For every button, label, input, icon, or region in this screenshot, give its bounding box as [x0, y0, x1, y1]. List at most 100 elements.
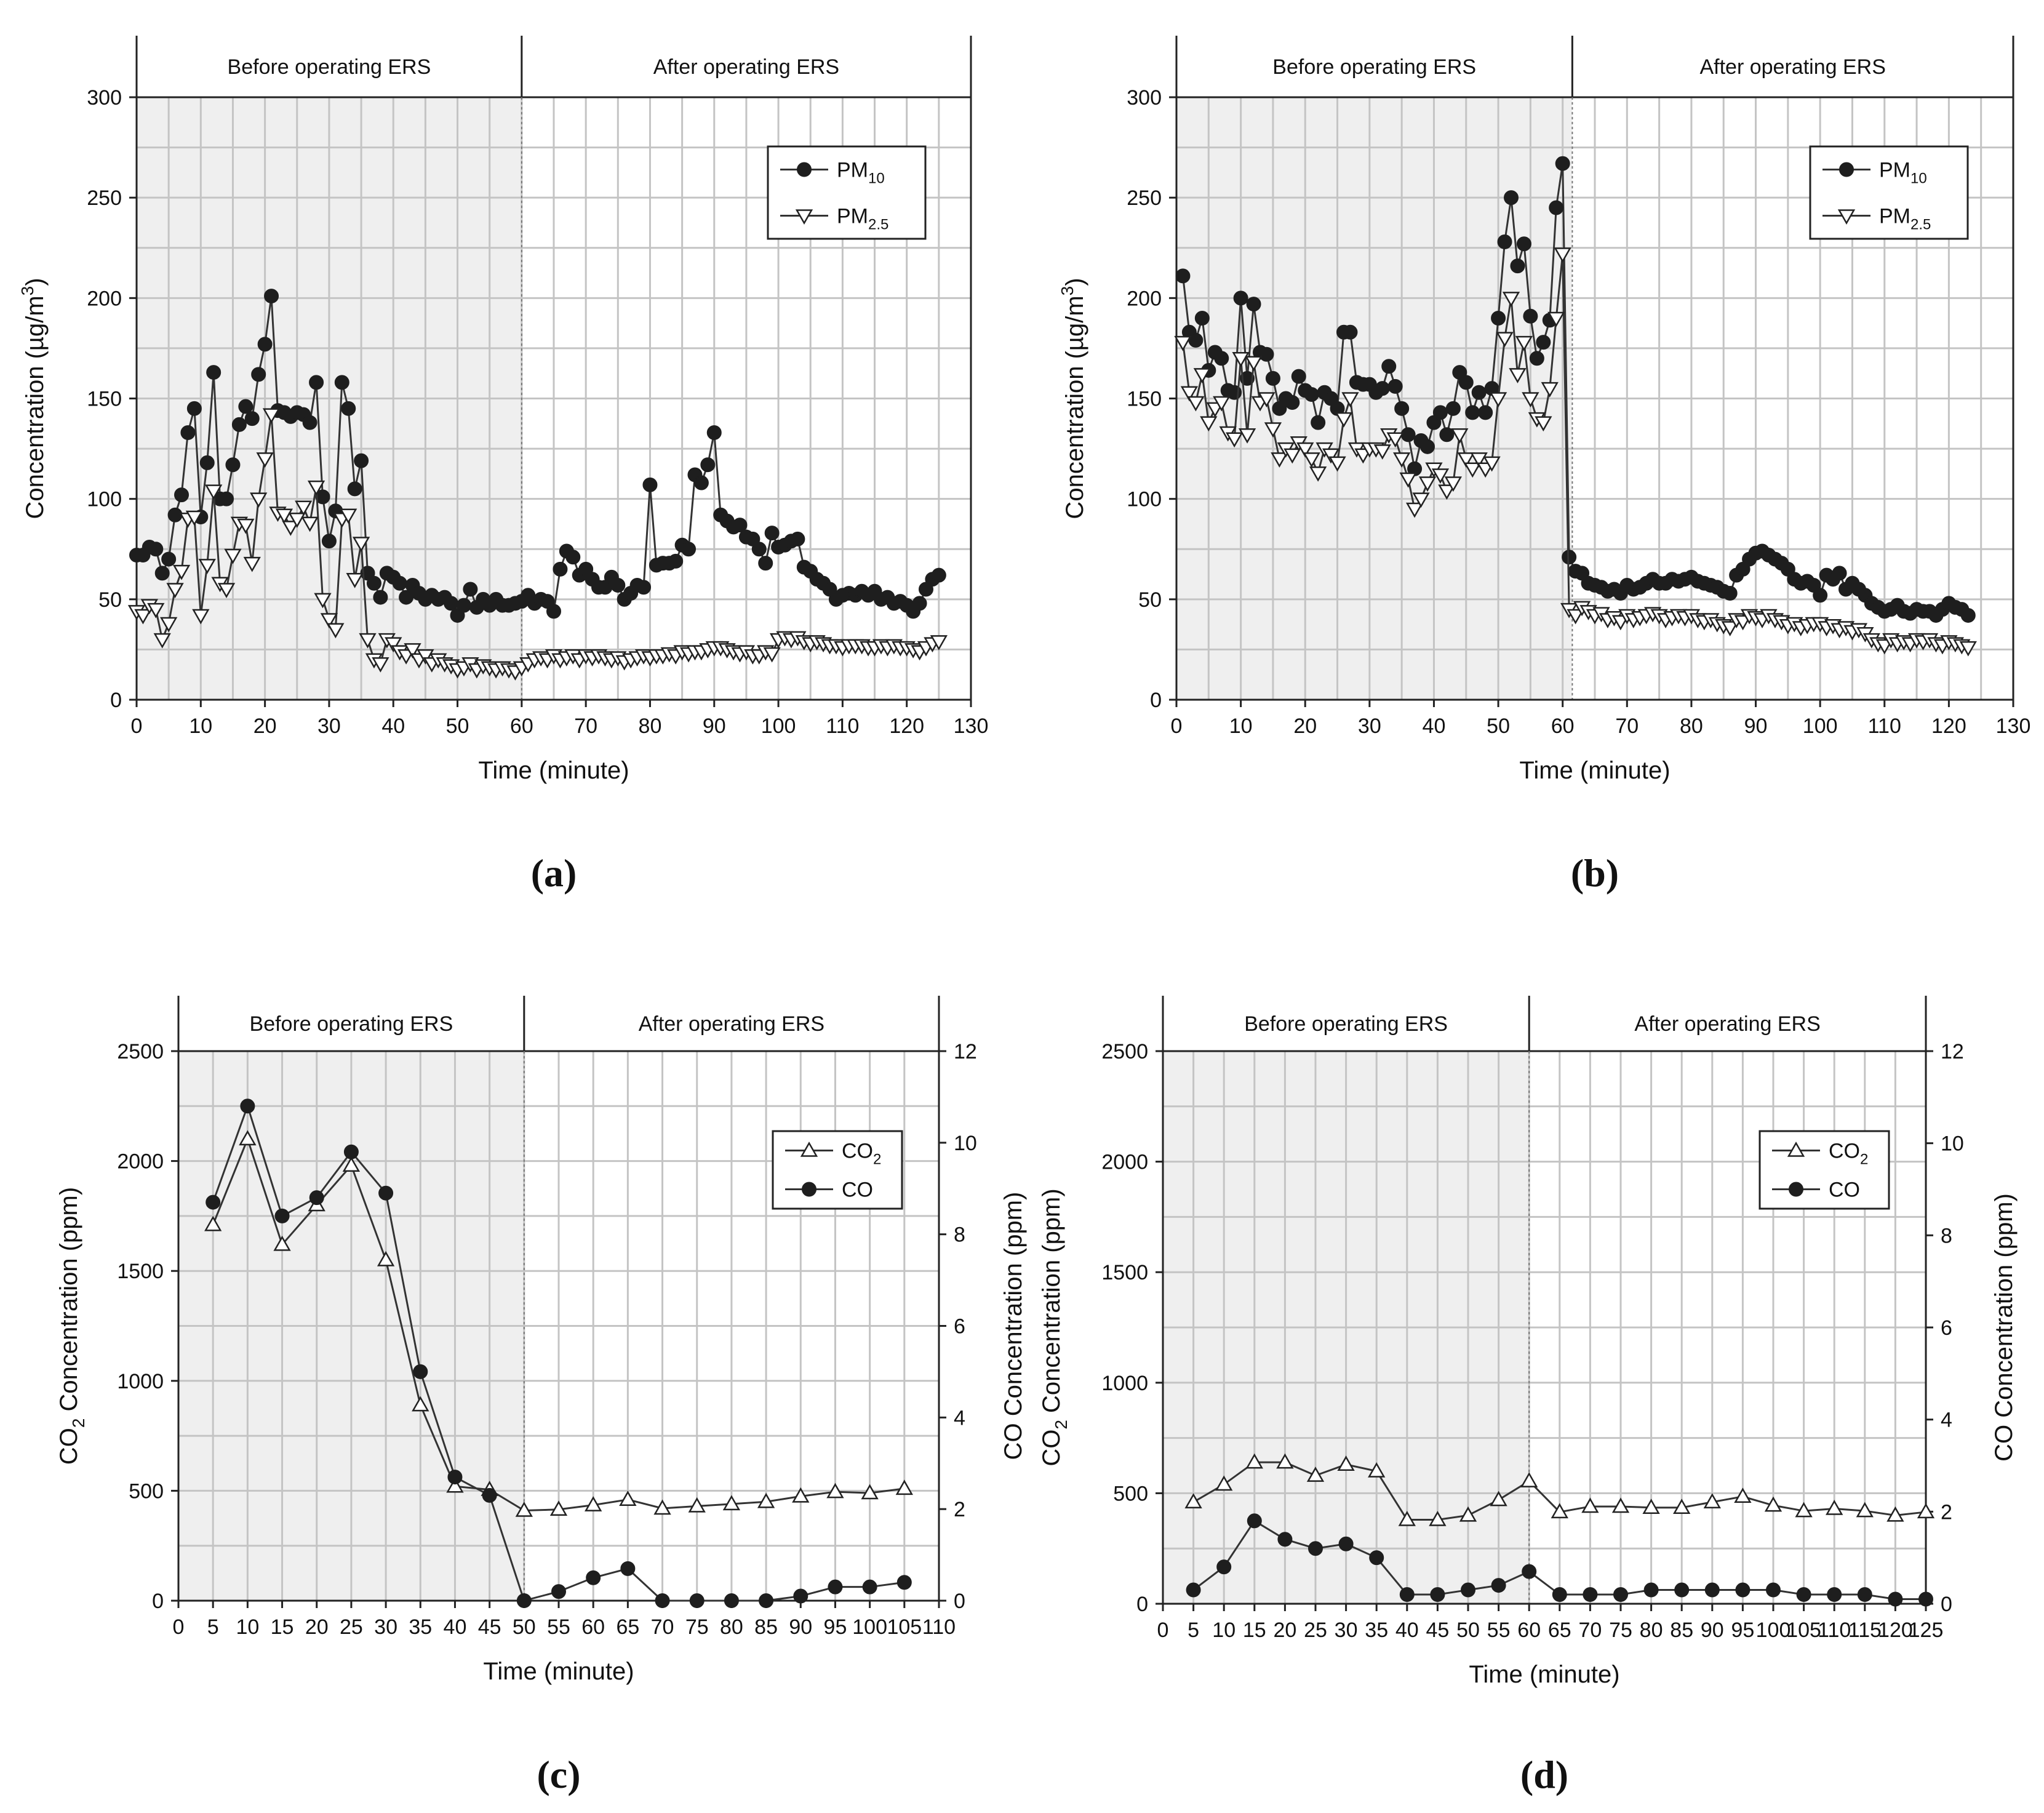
- data-point-PM10: [174, 487, 190, 503]
- data-point-PM10: [1387, 378, 1403, 394]
- panel-caption: (a): [531, 851, 577, 895]
- x-tick-label: 20: [305, 1615, 329, 1639]
- x-tick-label: 110: [1868, 714, 1901, 738]
- x-tick-label: 80: [720, 1615, 743, 1639]
- chart-d: Before operating ERS After operating ERS 0…: [1038, 996, 2018, 1796]
- data-point-PM10: [1304, 386, 1319, 402]
- data-point-CO: [378, 1185, 394, 1201]
- data-point-PM10: [1194, 310, 1210, 326]
- legend-marker-PM10: [1839, 162, 1854, 177]
- y-tick-label: 500: [129, 1479, 164, 1503]
- data-point-PM10: [1394, 401, 1410, 416]
- data-point-PM10: [668, 553, 684, 569]
- y-right-tick-label: 12: [1941, 1040, 1964, 1063]
- x-tick-label: 40: [1395, 1619, 1419, 1642]
- data-point-PM10: [1722, 586, 1738, 601]
- data-point-PM10: [1497, 234, 1512, 249]
- data-point-PM2.5: [359, 633, 377, 649]
- data-point-PM10: [1400, 427, 1416, 442]
- data-point-PM2.5: [1392, 452, 1411, 468]
- x-tick-label: 70: [1615, 714, 1639, 738]
- data-point-CO: [1918, 1591, 1933, 1607]
- data-point-PM10: [1523, 308, 1538, 324]
- x-tick-label: 60: [510, 714, 533, 738]
- legend-label-base: CO: [842, 1179, 873, 1202]
- data-point-PM10: [642, 477, 658, 492]
- y-right-tick-label: 8: [1941, 1224, 1952, 1247]
- data-point-PM10: [444, 596, 459, 611]
- band-label-before: Before operating ERS: [228, 55, 431, 79]
- data-point-CO: [1308, 1541, 1323, 1556]
- y-right-tick-label: 0: [954, 1590, 965, 1613]
- y-axis-title-tail: ): [1061, 278, 1088, 286]
- data-point-CO2: [826, 1483, 844, 1499]
- data-point-CO: [1827, 1587, 1842, 1603]
- data-point-PM2.5: [1412, 492, 1430, 508]
- x-tick-label: 10: [189, 714, 212, 738]
- data-point-CO2: [619, 1491, 637, 1506]
- legend-label-base: PM: [1879, 205, 1910, 228]
- data-point-PM2.5: [301, 516, 319, 532]
- y-tick-label: 200: [87, 287, 122, 310]
- x-tick-label: 35: [1365, 1619, 1388, 1642]
- data-point-PM2.5: [340, 508, 357, 524]
- data-point-CO2: [204, 1215, 222, 1231]
- data-point-CO: [1583, 1587, 1598, 1603]
- x-tick-label: 25: [340, 1615, 363, 1639]
- series-CO2: [204, 1130, 913, 1517]
- panel-caption: (c): [537, 1753, 580, 1796]
- data-point-PM2.5: [250, 492, 268, 508]
- x-tick-label: 15: [1243, 1619, 1266, 1642]
- data-point-PM2.5: [1457, 452, 1475, 468]
- y-right-tick-label: 12: [954, 1040, 977, 1063]
- data-point-PM2.5: [217, 583, 236, 599]
- data-point-CO2: [861, 1484, 879, 1500]
- data-point-PM10: [264, 289, 279, 304]
- chart-b: Before operating ERS After operating ERS 0…: [1058, 36, 2030, 895]
- data-point-PM2.5: [1470, 452, 1488, 468]
- data-point-PM2.5: [1522, 392, 1539, 408]
- data-point-CO: [551, 1584, 566, 1599]
- data-point-CO2: [1703, 1493, 1721, 1509]
- data-point-PM10: [912, 596, 927, 611]
- data-point-PM10: [1529, 351, 1544, 366]
- band-label-after: After operating ERS: [639, 1012, 824, 1036]
- legend-marker-CO: [802, 1182, 816, 1197]
- data-point-PM10: [553, 561, 568, 577]
- x-tick-label: 90: [789, 1615, 812, 1639]
- data-point-CO: [1277, 1532, 1293, 1547]
- x-tick-label: 0: [1157, 1619, 1169, 1642]
- legend-marker-PM2.5: [795, 209, 813, 225]
- data-point-PM10: [1445, 401, 1461, 416]
- x-tick-label: 45: [1426, 1619, 1449, 1642]
- data-point-CO: [1643, 1582, 1659, 1598]
- data-point-PM2.5: [372, 657, 389, 673]
- data-point-CO: [447, 1470, 463, 1485]
- data-point-CO2: [342, 1156, 361, 1172]
- data-point-PM10: [1375, 381, 1390, 396]
- x-tick-label: 85: [1670, 1619, 1693, 1642]
- data-point-CO: [759, 1593, 774, 1608]
- y-axis-title: CO2 Concentration (ppm): [1038, 1188, 1071, 1466]
- data-point-PM2.5: [1483, 456, 1501, 472]
- data-point-PM10: [154, 566, 170, 581]
- x-tick-label: 100: [1756, 1619, 1791, 1642]
- x-axis-title: Time (minute): [1469, 1661, 1619, 1688]
- x-tick-label: 90: [1701, 1619, 1724, 1642]
- data-point-PM10: [180, 425, 196, 440]
- data-point-PM10: [1265, 370, 1280, 386]
- x-tick-label: 70: [574, 714, 597, 738]
- data-point-PM2.5: [262, 408, 281, 424]
- data-point-PM10: [1813, 588, 1828, 603]
- y-tick-label: 100: [1127, 488, 1162, 511]
- data-point-CO2: [1245, 1453, 1263, 1469]
- data-point-PM2.5: [1502, 292, 1520, 307]
- data-point-CO: [309, 1190, 324, 1206]
- y-axis-title-sup: 3: [1058, 286, 1077, 296]
- data-point-CO2: [446, 1477, 464, 1493]
- x-tick-label: 40: [1423, 714, 1446, 738]
- legend-marker-PM10: [797, 162, 812, 177]
- data-point-PM10: [354, 453, 369, 468]
- y-axis-title-tail: Concentration (ppm): [55, 1187, 82, 1419]
- data-point-PM10: [238, 399, 254, 414]
